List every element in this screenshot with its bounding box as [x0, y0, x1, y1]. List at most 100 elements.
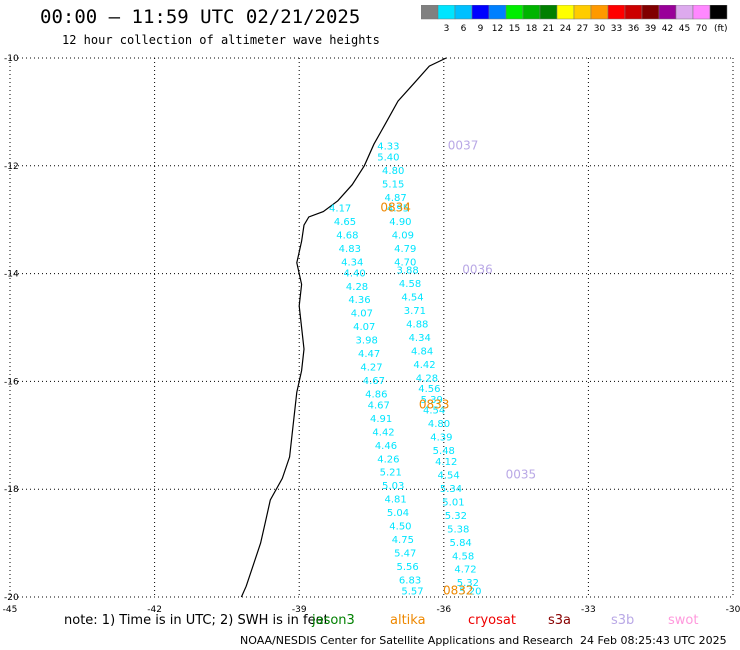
legend-label: 3: [444, 24, 450, 34]
wave-height-label: 5.34: [440, 484, 462, 495]
legend-label: 24: [560, 24, 572, 34]
wave-height-label: 4.87: [384, 193, 406, 204]
wave-height-label: 4.65: [334, 217, 356, 228]
wave-height-label: 4.33: [377, 142, 399, 153]
note-text: note: 1) Time is in UTC; 2) SWH is in fe…: [64, 613, 329, 628]
wave-height-label: 5.84: [450, 538, 472, 549]
lon-tick-label: -36: [436, 605, 451, 615]
track-id-label[interactable]: 0832: [443, 583, 474, 597]
wave-height-label: 4.34: [409, 333, 431, 344]
wave-height-label: 4.80: [428, 419, 450, 430]
wave-height-label: 4.72: [454, 565, 476, 576]
wave-height-label: 4.81: [384, 495, 406, 506]
track-id-label[interactable]: 0036: [462, 263, 493, 277]
legend-label: 33: [611, 24, 622, 34]
legend-unit: (ft): [714, 24, 728, 34]
wave-height-label: 4.67: [368, 400, 390, 411]
mission-swot: swot: [668, 613, 699, 628]
wave-height-label: 4.42: [372, 427, 394, 438]
mission-jason3: jason3: [312, 613, 355, 628]
wave-height-label: 4.58: [452, 551, 474, 562]
wave-height-label: 4.70: [394, 258, 416, 269]
legend-label: 6: [461, 24, 467, 34]
wave-height-label: 4.26: [377, 454, 399, 465]
legend-label: 70: [696, 24, 708, 34]
wave-height-label: 4.42: [413, 360, 435, 371]
wave-height-label: 5.57: [401, 586, 423, 597]
page-subtitle: 12 hour collection of altimeter wave hei…: [62, 33, 380, 47]
track-labels: 0037 0834 0036 0833 0035 0832: [380, 139, 536, 598]
wave-height-label: 4.91: [370, 414, 392, 425]
wave-height-label: 4.86: [365, 390, 387, 401]
lon-tick-label: -42: [147, 605, 162, 615]
wave-height-label: 4.09: [392, 231, 414, 242]
wave-height-label: 5.04: [387, 508, 409, 519]
wave-height-label: 4.58: [399, 279, 421, 290]
wave-height-label: 5.21: [380, 468, 402, 479]
wave-height-label: 4.07: [351, 309, 373, 320]
wave-height-label: 5.47: [394, 549, 416, 560]
wave-height-label: 4.17: [329, 204, 351, 215]
wave-height-observations: 4.335.40 4.80 5.15 4.874.95 4.90 4.09 4.79 4.70…: [329, 142, 481, 598]
track-id-label[interactable]: 0037: [448, 139, 479, 153]
legend-label: 36: [628, 24, 640, 34]
axis-tick-labels: -10 -12 -14 -16 -18 -20 -45 -42 -39 -36 -33 -30: [3, 54, 740, 615]
track-id-label[interactable]: 0035: [506, 467, 537, 481]
mission-altika: altika: [390, 613, 426, 628]
wave-height-label: 5.38: [447, 524, 469, 535]
wave-height-label: 4.54: [423, 406, 445, 417]
lon-tick-label: -39: [292, 605, 307, 615]
lat-tick-label: -12: [4, 162, 19, 172]
wave-height-label: 4.12: [435, 457, 457, 468]
wave-height-label: 5.15: [382, 179, 404, 190]
mission-s3a: s3a: [548, 613, 572, 628]
wave-height-label: 4.50: [389, 522, 411, 533]
color-scale-legend: 3 6 9 12 15 18 21 24 27 30 33 36 39 42 45 70 (ft): [421, 5, 728, 34]
wave-height-label: 5.03: [382, 481, 404, 492]
legend-label: 42: [662, 24, 673, 34]
footer-credit: NOAA/NESDIS Center for Satellite Applica…: [240, 634, 574, 647]
wave-height-label: 5.40: [377, 152, 399, 163]
lat-tick-label: -14: [4, 270, 19, 280]
wave-height-label: 5.20: [459, 586, 481, 597]
wave-height-label: 4.75: [392, 535, 414, 546]
wave-height-label: 3.71: [404, 306, 426, 317]
wave-height-label: 4.80: [382, 166, 404, 177]
legend-label: 9: [478, 24, 484, 34]
legend-swatch: [709, 5, 728, 20]
legend-label: 39: [645, 24, 657, 34]
footer-timestamp: 24 Feb 08:25:43 UTC 2025: [580, 634, 727, 647]
track-id-label[interactable]: 0833: [419, 397, 450, 411]
wave-height-label: 4.27: [360, 363, 382, 374]
mission-cryosat: cryosat: [468, 613, 516, 628]
wave-height-label: 4.84: [411, 346, 433, 357]
wave-height-label: 4.90: [389, 217, 411, 228]
wave-height-label: 4.34: [341, 258, 363, 269]
wave-height-label: 4.39: [430, 433, 452, 444]
wave-height-label: 5.48: [433, 446, 455, 457]
coastline-path: [240, 57, 447, 598]
wave-height-label: 4.88: [406, 320, 428, 331]
lon-tick-label: -30: [726, 605, 740, 615]
wave-height-label: 5.32: [457, 578, 479, 589]
wave-height-label: 4.56: [418, 384, 440, 395]
wave-height-label: 4.54: [401, 293, 423, 304]
wave-height-label: 5.01: [442, 497, 464, 508]
wave-height-label: 4.36: [348, 295, 370, 306]
wave-height-label: 5.39: [421, 395, 443, 406]
legend-label: 12: [492, 24, 503, 34]
legend-label: 21: [543, 24, 554, 34]
lon-tick-label: -33: [581, 605, 596, 615]
legend-label: 30: [594, 24, 606, 34]
lat-tick-label: -18: [4, 485, 19, 495]
legend-label: 27: [577, 24, 588, 34]
wave-height-label: 3.88: [397, 266, 419, 277]
wave-height-label: 4.07: [353, 322, 375, 333]
legend-label: 18: [526, 24, 538, 34]
coastline: [240, 57, 447, 598]
wave-height-label: 4.95: [387, 204, 409, 215]
wave-height-label: 4.47: [358, 349, 380, 360]
wave-height-label: 4.68: [336, 231, 358, 242]
track-id-label[interactable]: 0834: [380, 201, 411, 215]
